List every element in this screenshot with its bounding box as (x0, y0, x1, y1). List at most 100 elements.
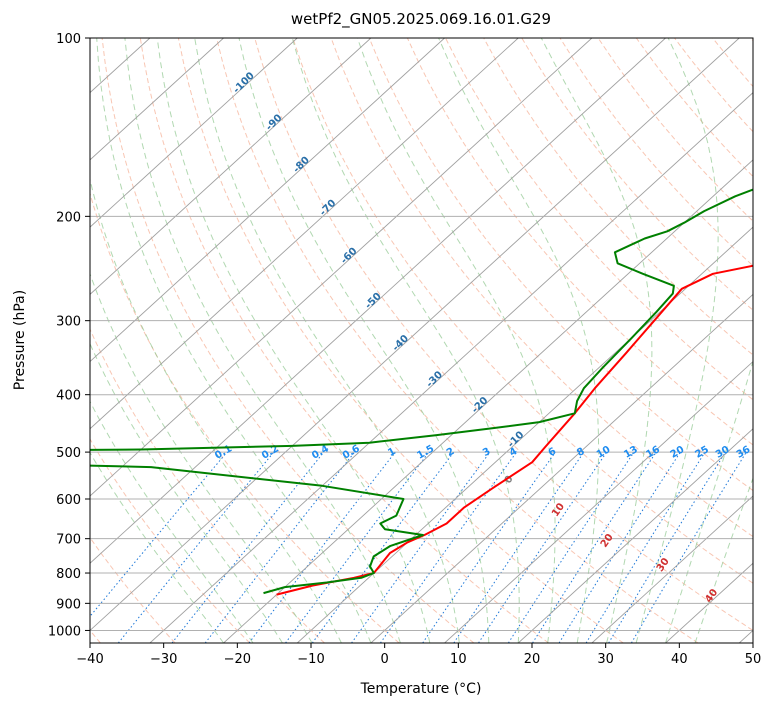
mixing-ratio-line (171, 451, 325, 643)
mixing-ratio-label: 25 (693, 444, 711, 461)
dry-adiabat (90, 437, 251, 643)
mixing-ratio-label: 20 (669, 444, 687, 461)
dry-adiabat (674, 38, 753, 133)
dry-adiabat (139, 38, 549, 643)
mixing-ratio-line (478, 451, 608, 643)
moist-adiabat (124, 38, 401, 643)
mixing-ratio-label: 4 (508, 446, 520, 459)
isotherm (90, 38, 445, 363)
dry-adiabat (292, 38, 753, 584)
dry-adiabat (216, 38, 699, 643)
dry-adiabat (559, 38, 753, 267)
wetbulb-label: 10 (550, 501, 567, 519)
isotherm (90, 38, 224, 161)
x-tick-label: −30 (150, 652, 177, 667)
mixing-ratio-line (532, 451, 657, 643)
background-lines (90, 38, 753, 643)
moist-adiabat (694, 476, 753, 643)
mixing-ratio-line (507, 451, 635, 643)
moist-adiabat (438, 38, 600, 643)
mixing-ratio-label: 1 (386, 446, 398, 459)
y-tick-label: 200 (56, 210, 81, 225)
isotherm-label: -100 (231, 70, 257, 96)
dry-adiabat (597, 38, 753, 222)
y-tick-label: 600 (56, 493, 81, 508)
mixing-ratio-label: 0.4 (310, 443, 331, 461)
moist-adiabat (90, 400, 254, 643)
mixing-ratio-label: 0.1 (213, 443, 234, 461)
dry-adiabat (368, 38, 753, 492)
isotherm (517, 428, 753, 643)
x-tick-label: −40 (76, 652, 103, 667)
dry-adiabat (750, 38, 753, 42)
y-tick-label: 500 (56, 446, 81, 461)
dry-adiabat (445, 38, 753, 401)
x-axis-ticks: −40 −30 −20 −10 0 10 20 30 40 50 (76, 643, 761, 667)
x-tick-label: 0 (381, 652, 389, 667)
isotherm (444, 360, 753, 643)
mixing-ratio-label: 6 (547, 446, 559, 459)
dry-adiabat (90, 191, 400, 643)
mixing-ratio-label: 13 (622, 444, 640, 461)
mixing-ratio-label: 8 (575, 446, 587, 459)
mixing-ratio-line (285, 451, 430, 643)
moist-adiabat (96, 38, 372, 643)
dewpoint-profile-line (90, 188, 753, 595)
isotherm (296, 226, 753, 643)
y-tick-label: 900 (56, 597, 81, 612)
isotherm-label: -50 (363, 291, 384, 312)
moist-adiabat (238, 38, 490, 643)
mixing-ratio-line (608, 451, 727, 643)
x-tick-label: 50 (745, 652, 762, 667)
dry-adiabat (101, 38, 475, 643)
moist-adiabat (291, 38, 520, 643)
dry-adiabat (521, 38, 753, 311)
x-axis-title: Temperature (°C) (360, 681, 482, 697)
plot-frame (89, 37, 754, 644)
mixing-ratio-label: 2 (445, 446, 457, 459)
mixing-ratio-label: 10 (595, 444, 613, 461)
moist-adiabat (194, 38, 460, 643)
profile-series (90, 188, 753, 596)
isotherm (370, 293, 753, 643)
moist-adiabat (90, 177, 342, 643)
mixing-ratio-line (351, 451, 491, 643)
y-tick-label: 800 (56, 567, 81, 582)
x-tick-label: −10 (297, 652, 324, 667)
y-tick-label: 1000 (48, 624, 81, 639)
mixing-ratio-label: 3 (481, 446, 493, 459)
y-axis-title: Pressure (hPa) (12, 290, 28, 390)
isotherm (90, 38, 372, 295)
x-tick-label: 20 (524, 652, 541, 667)
isotherm (90, 38, 666, 564)
moist-adiabat (90, 272, 313, 643)
temperature-profile-line (276, 264, 753, 596)
isotherm-label: -60 (339, 246, 360, 267)
dry-adiabat (177, 38, 624, 643)
isotherm-label: -40 (391, 333, 412, 354)
isotherm (90, 38, 298, 228)
wetbulb-label: 40 (703, 587, 720, 605)
moist-adiabat (156, 38, 431, 643)
isotherm-label: -30 (424, 369, 445, 390)
x-tick-label: 40 (671, 652, 688, 667)
wetbulb-label: 30 (655, 556, 672, 574)
y-axis-ticks: 100 200 300 400 500 600 700 800 900 1000 (48, 32, 90, 639)
dry-adiabat (635, 38, 753, 178)
moist-adiabat (665, 359, 753, 643)
y-tick-label: 100 (56, 32, 81, 47)
moist-adiabat (90, 451, 225, 643)
isotherm-label: -70 (318, 198, 339, 219)
y-tick-label: 300 (56, 315, 81, 330)
dry-adiabat (254, 38, 753, 631)
isotherm (90, 38, 519, 430)
mixing-ratio-line (453, 451, 585, 643)
x-tick-label: 10 (450, 652, 467, 667)
isotherm (738, 629, 753, 643)
isotherm (223, 159, 753, 643)
y-tick-label: 400 (56, 389, 81, 404)
moist-adiabat (356, 38, 556, 643)
mixing-ratio-line (248, 451, 396, 643)
mixing-ratio-line (558, 451, 681, 643)
